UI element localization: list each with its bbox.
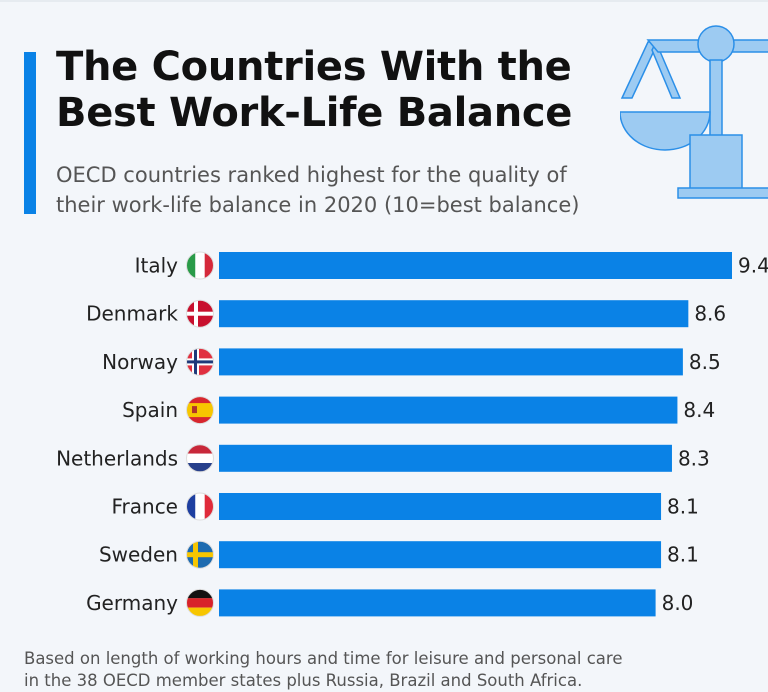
chart-subtitle: OECD countries ranked highest for the qu… <box>56 160 579 220</box>
category-label: Italy <box>135 254 179 278</box>
norway-flag-icon <box>186 348 214 376</box>
category-label: Norway <box>102 350 178 374</box>
value-label: 8.6 <box>694 302 726 326</box>
category-label: Germany <box>86 591 178 615</box>
value-label: 8.3 <box>678 446 710 470</box>
bar-spain <box>219 396 678 424</box>
netherlands-flag-icon <box>186 444 214 472</box>
category-label: Denmark <box>86 302 178 326</box>
spain-flag-icon <box>186 396 214 424</box>
chart-title: The Countries With the Best Work-Life Ba… <box>56 44 572 136</box>
footnote-line-1: Based on length of working hours and tim… <box>24 649 623 668</box>
value-label: 9.4 <box>738 254 768 278</box>
bar-france <box>219 493 662 520</box>
bar-chart: Italy 9.4 Denmark 8.6 Norway 8.5 Spain 8.4 Nethe… <box>56 251 768 617</box>
value-label: 8.4 <box>683 398 715 422</box>
category-label: France <box>111 495 178 519</box>
bar-sweden <box>219 541 662 569</box>
title-line-1: The Countries With the <box>56 44 572 90</box>
bar-denmark <box>219 300 689 328</box>
subtitle-line-1: OECD countries ranked highest for the qu… <box>56 163 567 187</box>
sweden-flag-icon <box>186 541 214 569</box>
value-label: 8.1 <box>667 495 699 519</box>
denmark-flag-icon <box>186 300 214 328</box>
france-flag-icon <box>186 493 214 520</box>
category-label: Netherlands <box>56 446 178 470</box>
bar-norway <box>219 348 683 376</box>
subtitle-line-2: their work-life balance in 2020 (10=best… <box>56 193 580 217</box>
footnote-line-2: in the 38 OECD member states plus Russia… <box>24 671 583 690</box>
category-label: Sweden <box>99 543 178 567</box>
italy-flag-icon <box>186 252 214 279</box>
top-border <box>0 0 768 2</box>
value-label: 8.5 <box>689 350 721 374</box>
value-label: 8.0 <box>662 591 694 615</box>
germany-flag-icon <box>186 589 214 617</box>
scales-of-justice-icon <box>620 25 768 199</box>
title-accent-bar <box>24 52 36 214</box>
category-label: Spain <box>122 398 178 422</box>
bar-italy <box>219 252 732 279</box>
title-line-2: Best Work-Life Balance <box>56 90 573 136</box>
bar-germany <box>219 589 656 617</box>
value-label: 8.1 <box>667 543 699 567</box>
bar-netherlands <box>219 444 672 472</box>
footnote: Based on length of working hours and tim… <box>24 648 622 692</box>
